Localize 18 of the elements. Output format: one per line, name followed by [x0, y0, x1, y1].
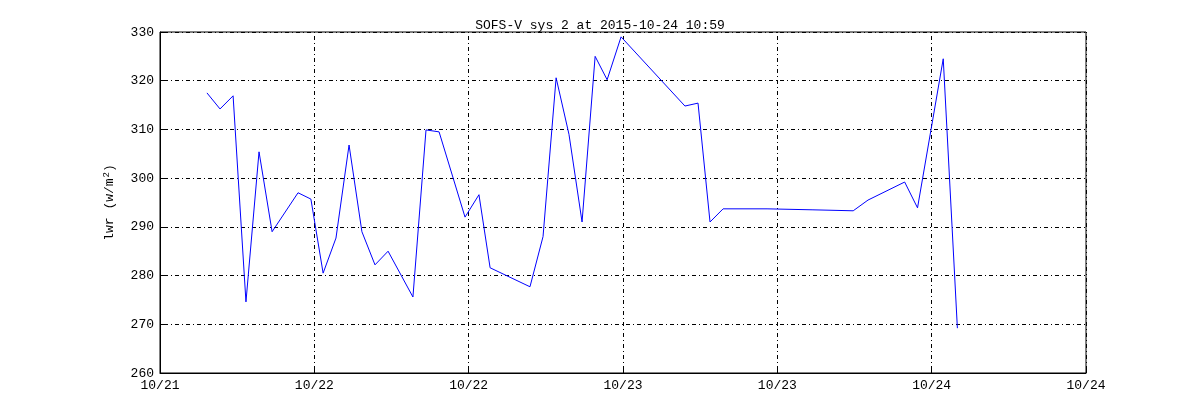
- x-tick-label: 10/23: [603, 378, 643, 393]
- y-axis-title: lwr (w/m2): [101, 164, 117, 241]
- y-tick-label: 330: [130, 24, 154, 40]
- y-tick-label: 260: [130, 365, 154, 381]
- y-tick-label: 270: [130, 316, 154, 332]
- x-tick-label: 10/22: [294, 378, 334, 393]
- y-tick-label: 280: [130, 268, 154, 284]
- x-tick-label: 10/23: [757, 378, 797, 393]
- chart-title: SOFS-V sys 2 at 2015-10-24 10:59: [475, 18, 725, 33]
- line-series: [206, 36, 958, 329]
- y-tick-label: 290: [130, 219, 154, 235]
- x-tick-label: 10/24: [1066, 378, 1106, 393]
- x-tick-label: 10/24: [912, 378, 952, 393]
- y-tick-label: 300: [130, 170, 154, 186]
- x-tick-label: 10/22: [449, 378, 489, 393]
- y-tick-label: 320: [130, 73, 154, 89]
- x-tick-label: 10/21: [140, 378, 180, 393]
- y-tick-label: 310: [130, 121, 154, 137]
